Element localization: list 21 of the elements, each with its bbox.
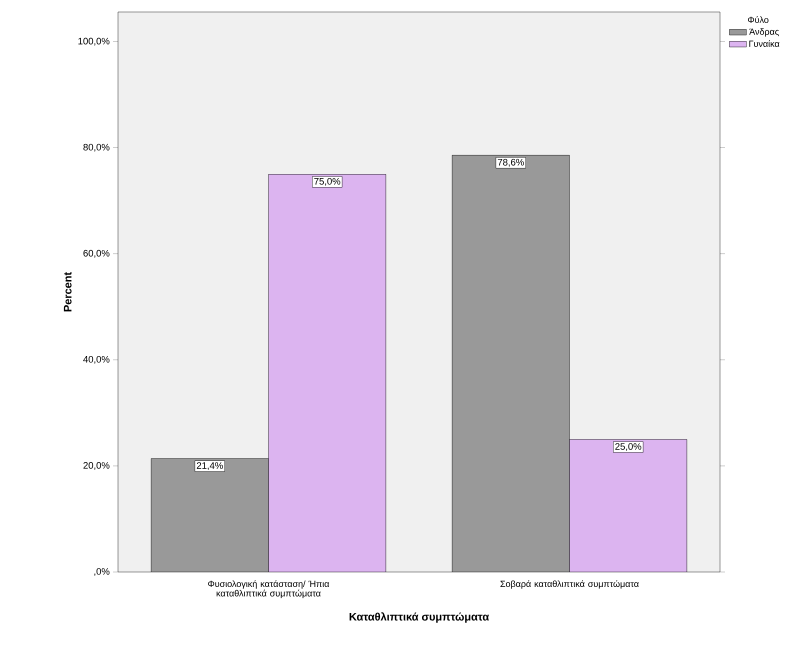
bar [452, 154, 570, 572]
legend-label: Γυναίκα [749, 40, 780, 47]
data-label: 75,0% [314, 178, 340, 186]
data-label: 78,6% [498, 158, 524, 167]
x-tick-label: Σοβαρά καταθλιπτικά συμπτώματα [500, 580, 639, 589]
bar [268, 174, 386, 572]
legend-label: Άνδρας [749, 28, 779, 37]
y-tick-label: 60,0% [83, 250, 110, 258]
data-label: 25,0% [615, 443, 642, 451]
bar [569, 439, 688, 572]
x-tick-label: Φυσιολογική κατάσταση/ Ήπια καταθλιπτικά συμπτώματα [208, 580, 330, 598]
data-label: 21,4% [196, 462, 223, 470]
y-tick-label: 100,0% [78, 38, 110, 46]
y-tick-label: 40,0% [83, 356, 110, 364]
bar [150, 458, 269, 572]
legend-title: Φύλο [748, 16, 768, 24]
x-axis-title: Καταθλιπτικά συμπτώματα [350, 612, 490, 623]
y-tick-label: 80,0% [83, 144, 110, 152]
y-tick-label: ,0% [94, 568, 110, 576]
y-tick-label: 20,0% [83, 462, 110, 470]
y-axis-title: Percent [64, 272, 72, 312]
